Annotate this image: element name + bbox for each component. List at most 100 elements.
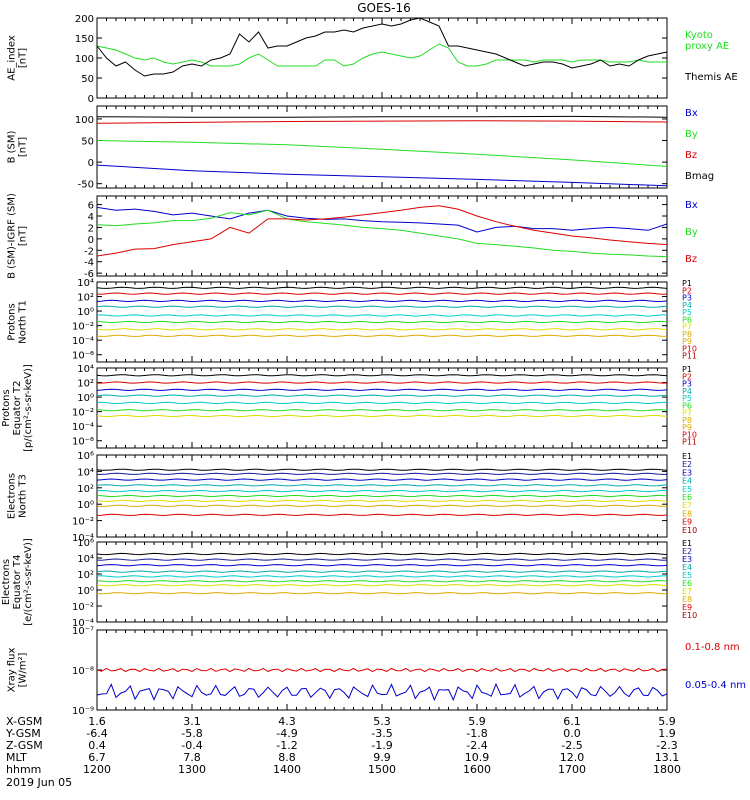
ee-panel: 10⁻⁴ 10⁻² 10⁰ 10² 10⁴ 10⁶ ElectronsEquator T4[…	[1, 538, 697, 629]
ephemeris-value: 10.9	[465, 751, 490, 764]
ephemeris-value: 1.6	[88, 715, 106, 728]
bsm-series-bmag	[96, 115, 668, 118]
y-tick-label: 50	[81, 74, 94, 85]
y-tick-label: 10²	[77, 484, 94, 495]
y-tick-label: 10⁻⁸	[72, 666, 94, 677]
y-tick-label: 10⁻⁶	[72, 437, 94, 448]
ephemeris-value: 0.4	[88, 739, 106, 752]
xray-legend-0-05-0-4-nm: 0.05-0.4 nm	[685, 680, 746, 691]
y-tick-label: 10⁻⁴	[72, 533, 94, 544]
en-series-e2	[97, 472, 667, 475]
pe-panel: 10⁻⁶ 10⁻⁴ 10⁻² 10⁰ 10² 10⁴ ProtonsEquator T2[p…	[1, 364, 697, 452]
y-tick-label: -50	[78, 180, 94, 191]
ee-legend-e7: E7	[682, 587, 692, 596]
en-series-e1	[96, 468, 668, 471]
pn-series-p5	[96, 314, 667, 317]
pn-legend-p6: P6	[682, 315, 692, 324]
pe-series-p4	[96, 394, 668, 397]
y-tick-label: 4	[88, 212, 94, 223]
pn-legend-p7: P7	[682, 323, 692, 332]
ae-ylabel: AE_index[nT]	[7, 35, 29, 81]
ephemeris-value: 12.0	[560, 751, 585, 764]
pe-series-p1	[96, 374, 668, 377]
en-legend-e9: E9	[682, 518, 692, 527]
y-tick-label: 10²	[77, 379, 94, 390]
ephemeris-value: 1500	[368, 763, 396, 776]
y-tick-label: 10⁻⁴	[72, 618, 94, 629]
ephemeris-value: -2.5	[561, 739, 582, 752]
y-tick-label: 10⁰	[77, 500, 94, 511]
bdiff-legend-bx: Bx	[685, 200, 698, 211]
en-legend-e10: E10	[682, 526, 697, 535]
ee-series-e7	[96, 584, 668, 587]
bdiff-frame	[96, 195, 668, 277]
pe-legend-p7: P7	[682, 409, 692, 418]
xray-legend-0-1-0-8-nm: 0.1-0.8 nm	[685, 642, 740, 653]
pn-series-p1	[96, 286, 668, 289]
pn-series-p4	[96, 305, 668, 308]
ephemeris-value: 1.9	[658, 727, 676, 740]
ee-legend-e4: E4	[682, 563, 692, 572]
ee-legend-e3: E3	[682, 555, 692, 564]
y-tick-label: 10⁴	[77, 554, 94, 565]
ee-series-e3	[96, 564, 668, 567]
pe-series-p3	[96, 388, 668, 391]
pe-series-p7	[96, 414, 668, 418]
ephemeris-value: 7.8	[183, 751, 201, 764]
y-tick-label: 10⁻⁷	[72, 626, 94, 637]
plot-title: GOES-16	[357, 1, 411, 15]
ee-series-e4	[96, 570, 668, 573]
y-tick-label: 100	[75, 54, 94, 65]
y-tick-label: 0	[88, 235, 94, 246]
ee-series-e2	[96, 558, 668, 561]
en-series-e9	[96, 513, 668, 517]
ephemeris-value: 1600	[463, 763, 491, 776]
pn-series-p6	[96, 320, 668, 324]
ephemeris-value: -2.4	[466, 739, 487, 752]
en-legend-e6: E6	[682, 493, 692, 502]
ephemeris-value: 5.9	[658, 715, 676, 728]
pe-legend-p5: P5	[682, 394, 692, 403]
y-tick-label: 10⁻⁹	[72, 706, 94, 717]
pn-legend-p1: P1	[682, 279, 692, 288]
pe-legend-p3: P3	[682, 380, 692, 389]
en-series-e5	[96, 489, 667, 493]
ee-series-e1	[96, 552, 668, 556]
y-tick-label: 10⁰	[77, 307, 94, 318]
bdiff-legend-by: By	[685, 227, 698, 238]
y-tick-label: 150	[75, 34, 94, 45]
y-tick-label: 10⁰	[77, 586, 94, 597]
ephemeris-value: 4.3	[278, 715, 296, 728]
y-tick-label: 0	[88, 158, 94, 169]
y-tick-label: 10⁻⁴	[72, 422, 94, 433]
ee-legend-e2: E2	[682, 547, 692, 556]
ee-legend-e6: E6	[682, 579, 692, 588]
pe-legend-p9: P9	[682, 423, 692, 432]
en-series-e6	[96, 494, 668, 498]
y-tick-label: 10⁻⁴	[72, 336, 94, 347]
pn-panel: 10⁻⁶ 10⁻⁴ 10⁻² 10⁰ 10² 10⁴ ProtonsNorth T1 P1P2…	[7, 278, 697, 363]
ae-legend-kyoto-proxy-ae: proxy AE	[685, 41, 729, 52]
ee-legend-e9: E9	[682, 603, 692, 612]
y-tick-label: -2	[84, 246, 94, 257]
ee-legend-e8: E8	[682, 595, 692, 604]
pn-legend-p8: P8	[682, 330, 692, 339]
bdiff-ylabel: B (SM)-IGRF (SM)[nT]	[7, 193, 29, 279]
ae-series-kyoto-proxy-ae	[96, 43, 667, 67]
ephemeris-value: 6.7	[88, 751, 106, 764]
ephemeris-value: 1700	[558, 763, 586, 776]
y-tick-label: 10⁻⁶	[72, 351, 94, 362]
bsm-panel: -50 0 50 100 B (SM)[nT] Bx By Bz Bmag	[7, 105, 714, 191]
ephemeris-value: -5.8	[181, 727, 202, 740]
y-tick-label: 10²	[77, 570, 94, 581]
pe-legend-p11: P11	[682, 438, 697, 447]
y-tick-label: 6	[88, 201, 94, 212]
bsm-legend-by: By	[685, 129, 698, 140]
en-legend-e5: E5	[682, 485, 692, 494]
xray-ylabel: Xray flux[W/m²]	[7, 648, 29, 693]
y-tick-label: 2	[88, 223, 94, 234]
ae-legend-themis-ae: Themis AE	[684, 72, 738, 83]
